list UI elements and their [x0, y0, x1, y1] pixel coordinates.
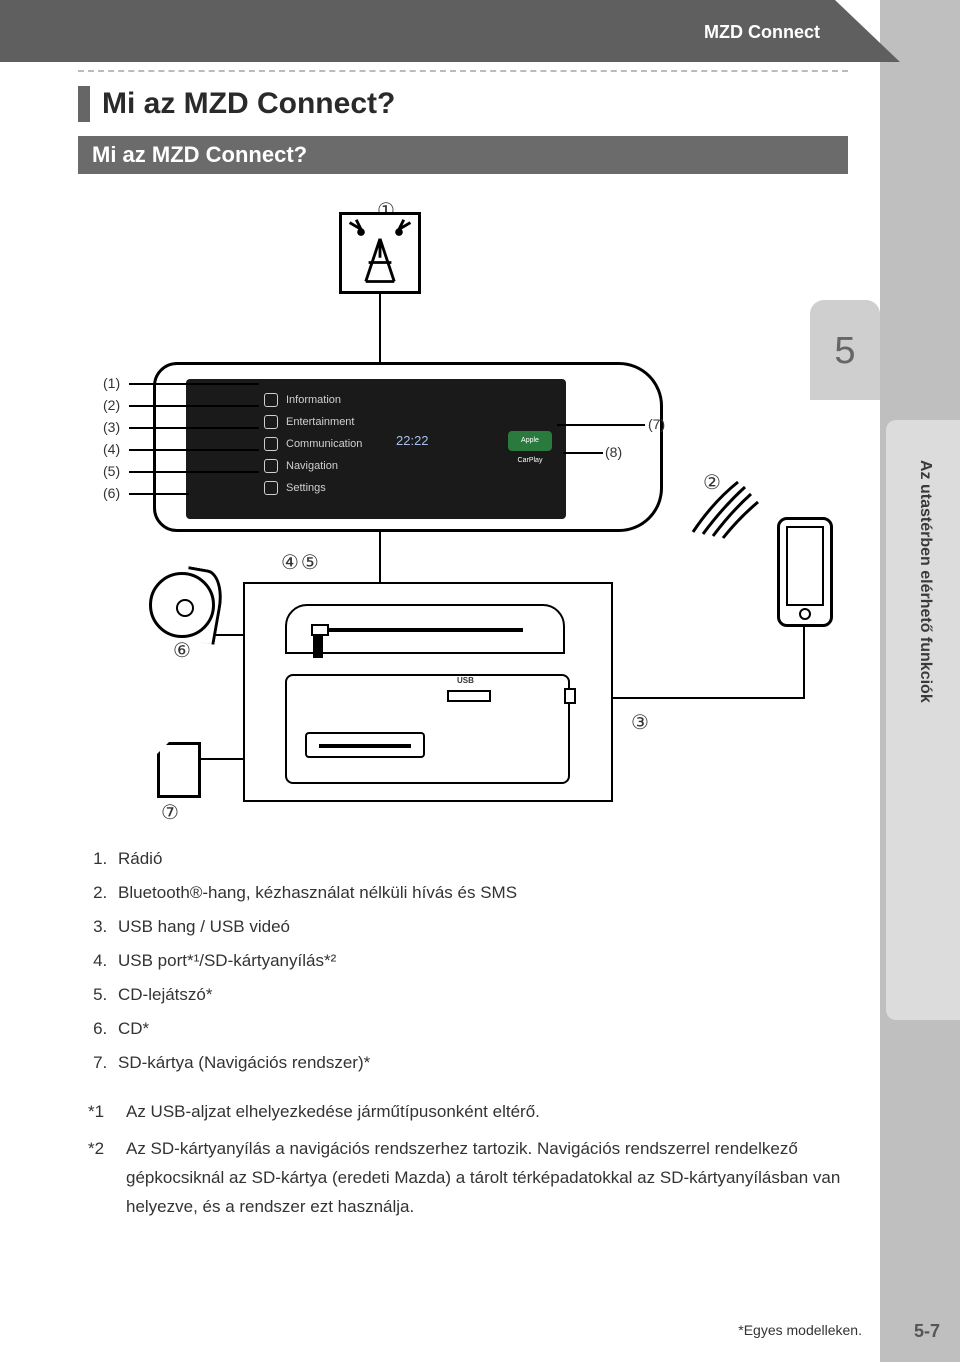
h1-row: Mi az MZD Connect? — [78, 86, 848, 122]
footnote-text: Az USB-aljzat elhelyezkedése járműtípuso… — [126, 1098, 540, 1127]
footnote-text: Az SD-kártyanyílás a navigációs rendszer… — [126, 1135, 848, 1222]
carplay-badge: Apple CarPlay — [508, 431, 552, 451]
antenna-icon — [339, 212, 421, 294]
connector — [379, 532, 381, 584]
callout-3: (3) — [103, 419, 120, 435]
footnote-row: *2 Az SD-kártyanyílás a navigációs rends… — [88, 1135, 848, 1222]
lowerbox: USB — [243, 582, 613, 802]
connector — [129, 493, 189, 495]
callout-5: (5) — [103, 463, 120, 479]
usb-port-icon — [447, 690, 491, 702]
disc-icon — [149, 572, 215, 638]
legend-item: Bluetooth®-hang, kézhasználat nélküli hí… — [112, 876, 848, 910]
menu-nav: Navigation — [264, 455, 362, 477]
side-title: Az utastérben elérhető funkciók — [916, 460, 934, 703]
legend-item: USB port*¹/SD-kártyanyílás*² — [112, 944, 848, 978]
innerbox: USB — [285, 674, 570, 784]
connector — [129, 383, 259, 385]
sub-heading: Mi az MZD Connect? — [78, 136, 848, 174]
legend-item: CD* — [112, 1012, 848, 1046]
connector — [379, 294, 381, 364]
circled-3: ③ — [631, 710, 649, 735]
connector — [215, 634, 245, 636]
footer-note: *Egyes modelleken. — [738, 1322, 862, 1338]
page-number: 5-7 — [914, 1321, 940, 1342]
content-area: Mi az MZD Connect? Mi az MZD Connect? ① — [78, 70, 848, 1222]
info-icon — [264, 393, 278, 407]
legend-list: Rádió Bluetooth®-hang, kézhasználat nélk… — [112, 842, 848, 1080]
circled-7: ⑦ — [161, 800, 179, 825]
connector — [129, 427, 259, 429]
menu: Information Entertainment Communication … — [264, 389, 362, 499]
callout-7: (7) — [648, 416, 665, 432]
usb-label: USB — [457, 676, 474, 685]
legend-item: CD-lejátszó* — [112, 978, 848, 1012]
legend-item: Rádió — [112, 842, 848, 876]
callout-1: (1) — [103, 375, 120, 391]
note-icon — [264, 415, 278, 429]
footnote-mark: *1 — [88, 1098, 116, 1127]
connector — [563, 452, 603, 454]
connector — [201, 758, 245, 760]
callout-2: (2) — [103, 397, 120, 413]
menu-info: Information — [264, 389, 362, 411]
menu-ent: Entertainment — [264, 411, 362, 433]
dashed-rule — [78, 70, 848, 72]
clock: 22:22 — [396, 433, 429, 448]
gear-icon — [264, 481, 278, 495]
connector — [129, 449, 259, 451]
chat-icon — [264, 437, 278, 451]
legend-item: SD-kártya (Navigációs rendszer)* — [112, 1046, 848, 1080]
sd-slot-icon — [305, 732, 425, 758]
page-title: Mi az MZD Connect? — [102, 87, 395, 121]
menu-comm: Communication — [264, 433, 362, 455]
phone-icon — [777, 517, 833, 627]
section-label: MZD Connect — [704, 22, 820, 43]
display-shell: Information Entertainment Communication … — [153, 362, 663, 532]
callout-6: (6) — [103, 485, 120, 501]
callout-4: (4) — [103, 441, 120, 457]
connector — [803, 627, 805, 697]
footnote-row: *1 Az USB-aljzat elhelyezkedése járműtíp… — [88, 1098, 848, 1127]
side-column: Az utastérben elérhető funkciók — [880, 0, 960, 1362]
circled-6: ⑥ — [173, 638, 191, 663]
side-inner: Az utastérben elérhető funkciók — [886, 420, 960, 1020]
footnote-mark: *2 — [88, 1135, 116, 1222]
connector — [129, 405, 259, 407]
top-band: MZD Connect — [0, 0, 900, 62]
connector — [557, 424, 645, 426]
connector — [613, 697, 805, 699]
diagram: ① Information Entertainment — [93, 202, 833, 822]
callout-8: (8) — [605, 444, 622, 460]
sd-card-icon — [157, 742, 201, 798]
connector — [129, 471, 259, 473]
arrow-icon — [264, 459, 278, 473]
side-port-icon — [564, 688, 576, 704]
wave-icon — [683, 472, 783, 542]
usb-connector-icon — [313, 632, 323, 658]
h1-bar — [78, 86, 90, 122]
menu-set: Settings — [264, 477, 362, 499]
legend-item: USB hang / USB videó — [112, 910, 848, 944]
circled-45: ④⑤ — [281, 550, 321, 575]
